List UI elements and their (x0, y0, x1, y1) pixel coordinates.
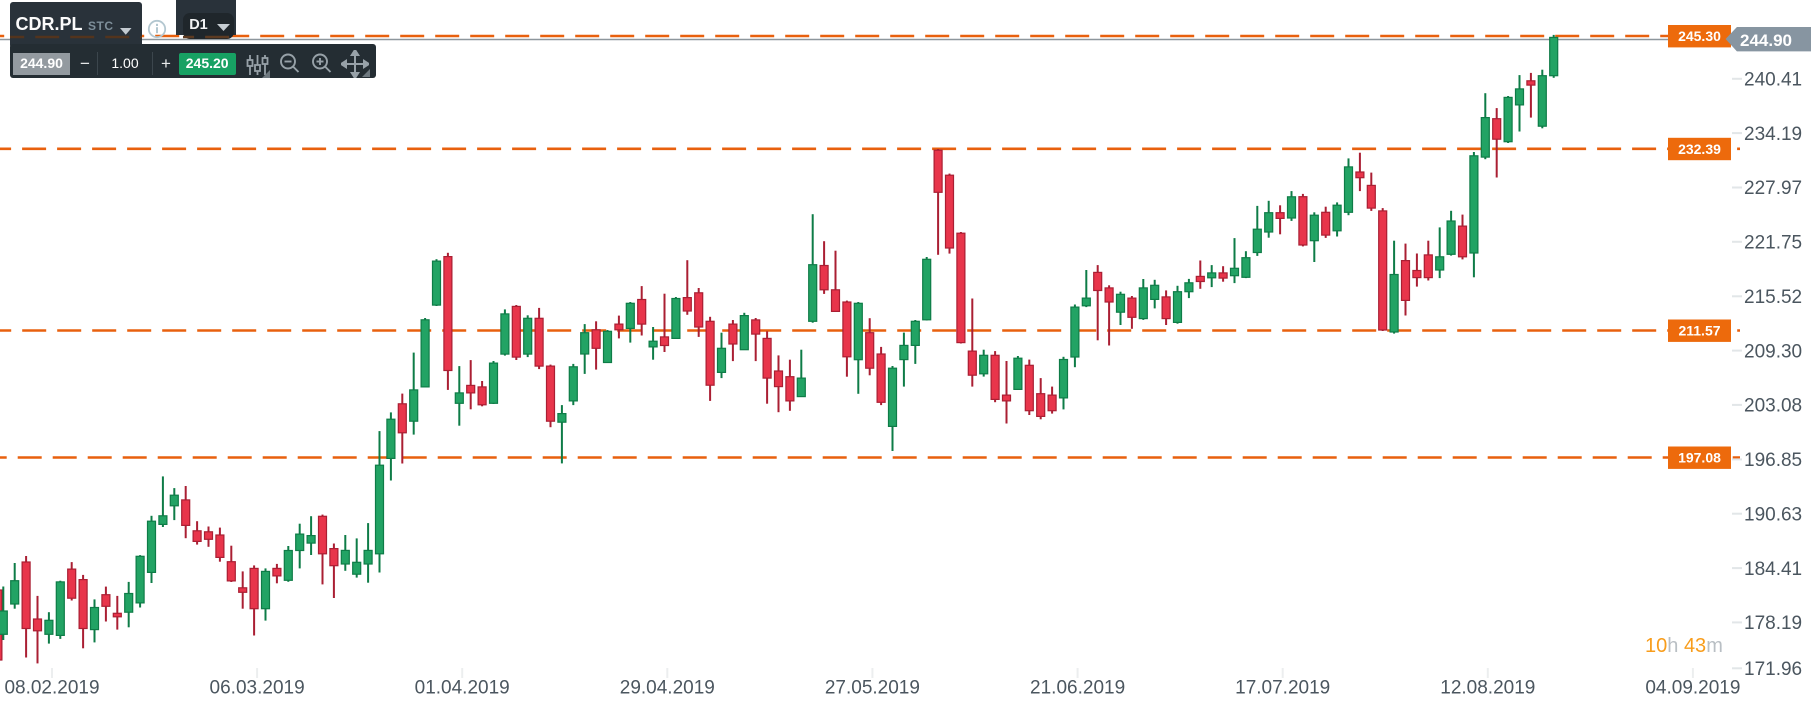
svg-text:21.06.2019: 21.06.2019 (1030, 678, 1125, 699)
svg-text:08.02.2019: 08.02.2019 (4, 678, 99, 699)
svg-text:215.52: 215.52 (1744, 287, 1802, 308)
svg-text:209.30: 209.30 (1744, 341, 1802, 362)
svg-text:234.19: 234.19 (1744, 124, 1802, 145)
svg-text:12.08.2019: 12.08.2019 (1440, 678, 1535, 699)
svg-text:203.08: 203.08 (1744, 396, 1802, 417)
svg-text:06.03.2019: 06.03.2019 (210, 678, 305, 699)
svg-text:01.04.2019: 01.04.2019 (415, 678, 510, 699)
svg-text:245.30: 245.30 (1678, 28, 1721, 44)
svg-text:227.97: 227.97 (1744, 178, 1802, 199)
svg-text:211.57: 211.57 (1678, 323, 1720, 339)
svg-text:17.07.2019: 17.07.2019 (1235, 678, 1330, 699)
svg-text:240.41: 240.41 (1744, 70, 1802, 91)
svg-text:171.96: 171.96 (1744, 659, 1802, 680)
svg-text:190.63: 190.63 (1744, 504, 1802, 525)
svg-text:221.75: 221.75 (1744, 233, 1802, 254)
svg-text:04.09.2019: 04.09.2019 (1645, 678, 1740, 699)
svg-text:197.08: 197.08 (1678, 450, 1721, 466)
svg-text:184.41: 184.41 (1744, 559, 1802, 580)
svg-text:178.19: 178.19 (1744, 613, 1802, 634)
svg-text:232.39: 232.39 (1678, 141, 1721, 157)
svg-text:244.90: 244.90 (1740, 31, 1792, 50)
svg-text:196.85: 196.85 (1744, 450, 1802, 471)
svg-text:27.05.2019: 27.05.2019 (825, 678, 920, 699)
svg-text:10h 43m: 10h 43m (1645, 635, 1723, 657)
svg-text:29.04.2019: 29.04.2019 (620, 678, 715, 699)
